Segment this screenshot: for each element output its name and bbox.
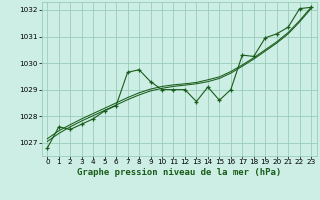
- X-axis label: Graphe pression niveau de la mer (hPa): Graphe pression niveau de la mer (hPa): [77, 168, 281, 177]
